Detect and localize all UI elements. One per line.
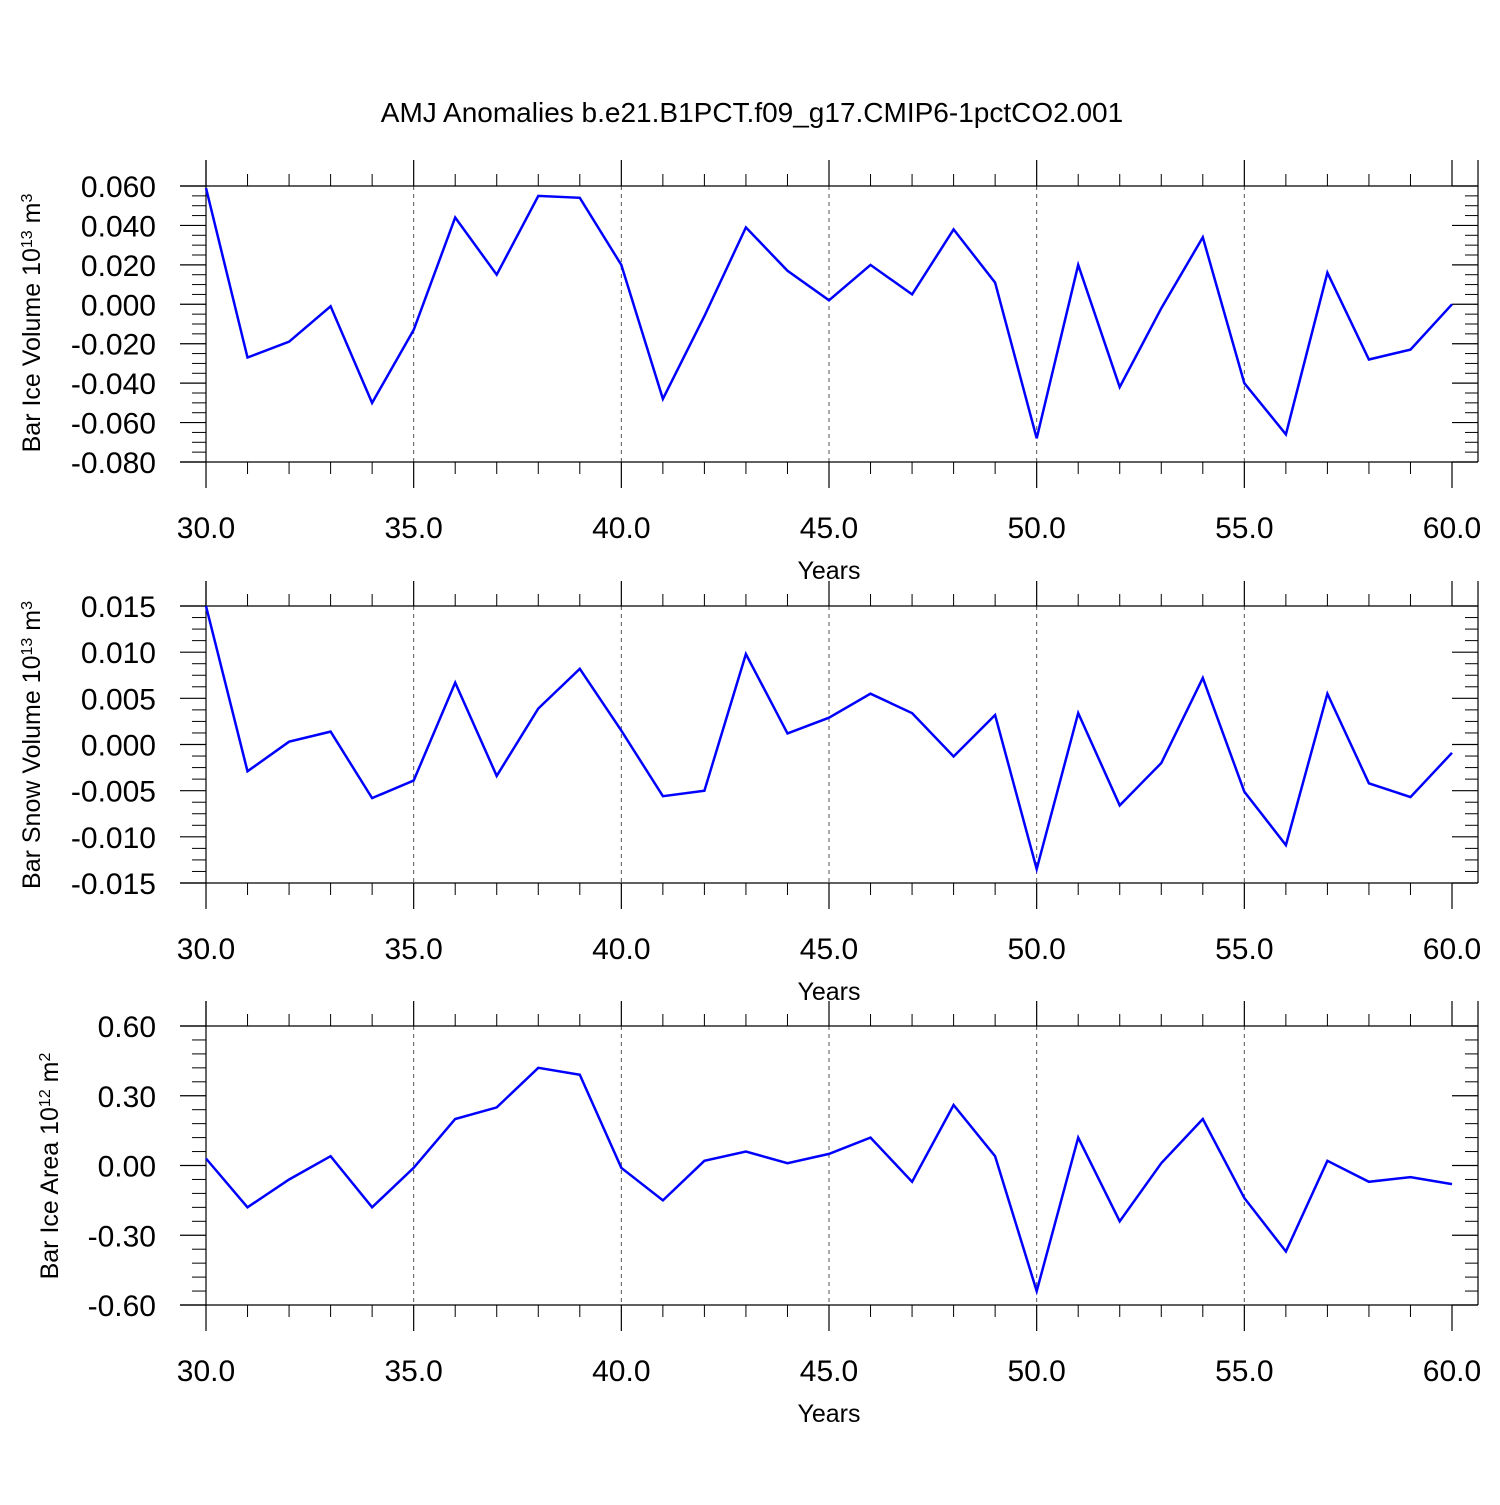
y-tick-label: 0.00 [98,1151,156,1184]
y-tick-label: 0.060 [81,171,156,204]
x-tick-label: 30.0 [177,512,235,545]
x-tick-label: 55.0 [1215,933,1273,966]
panel-snow-volume: 0.015 0.010 0.005 0.000 -0.005 -0.010 -0.015 3… [18,581,1481,1006]
y-tick-label: 0.000 [81,730,156,763]
y-tick-label: -0.30 [88,1220,156,1253]
x-tick-label: 45.0 [800,933,858,966]
x-tick-label: 50.0 [1007,1355,1065,1388]
y-axis-label-snow-volume: Bar Snow Volume 1013 m3 [18,601,46,889]
x-axis-label-ice-volume: Years [797,557,860,585]
x-tick-label: 45.0 [800,512,858,545]
y-tick-label: 0.020 [81,250,156,283]
y-tick-label: -0.080 [71,447,156,480]
x-tick-label: 35.0 [384,933,442,966]
y-tick-label: -0.020 [71,329,156,362]
y-tick-label: 0.005 [81,683,156,716]
x-tick-label: 50.0 [1007,933,1065,966]
x-tick-label: 45.0 [800,1355,858,1388]
x-tick-label: 55.0 [1215,512,1273,545]
x-tick-label: 60.0 [1423,933,1481,966]
panel-ice-area: 0.60 0.30 0.00 -0.30 -0.60 30.0 35.0 40.0 45.0 5… [36,1001,1481,1428]
y-tick-label: 0.000 [81,289,156,322]
y-tick-label: 0.60 [98,1011,156,1044]
y-tick-label: 0.040 [81,210,156,243]
y-tick-label: -0.040 [71,368,156,401]
y-tick-label: -0.015 [71,868,156,901]
x-tick-label: 50.0 [1007,512,1065,545]
figure-title: AMJ Anomalies b.e21.B1PCT.f09_g17.CMIP6-… [381,97,1123,128]
y-axis-label-ice-area: Bar Ice Area 1012 m2 [36,1053,64,1280]
x-tick-label: 30.0 [177,933,235,966]
x-tick-label: 35.0 [384,512,442,545]
x-tick-label: 40.0 [592,512,650,545]
x-tick-label: 30.0 [177,1355,235,1388]
x-tick-label: 35.0 [384,1355,442,1388]
ice-volume-series-line [204,187,1453,439]
x-tick-label: 60.0 [1423,512,1481,545]
y-tick-label: -0.060 [71,408,156,441]
y-tick-label: -0.010 [71,822,156,855]
y-axis-label-ice-volume: Bar Ice Volume 1013 m3 [18,194,46,453]
snow-volume-series-line [204,605,1453,874]
y-tick-label: -0.60 [88,1290,156,1323]
ice-area-series-line [205,1066,1453,1296]
x-tick-label: 40.0 [592,933,650,966]
x-tick-label: 55.0 [1215,1355,1273,1388]
x-axis-label-ice-area: Years [797,1400,860,1428]
x-tick-label: 40.0 [592,1355,650,1388]
y-tick-label: -0.005 [71,776,156,809]
y-tick-label: 0.010 [81,637,156,670]
panel-ice-volume: 0.060 0.040 0.020 0.000 -0.020 -0.040 -0.060 -0… [18,160,1481,585]
y-tick-label: 0.015 [81,591,156,624]
y-tick-label: 0.30 [98,1081,156,1114]
x-tick-label: 60.0 [1423,1355,1481,1388]
